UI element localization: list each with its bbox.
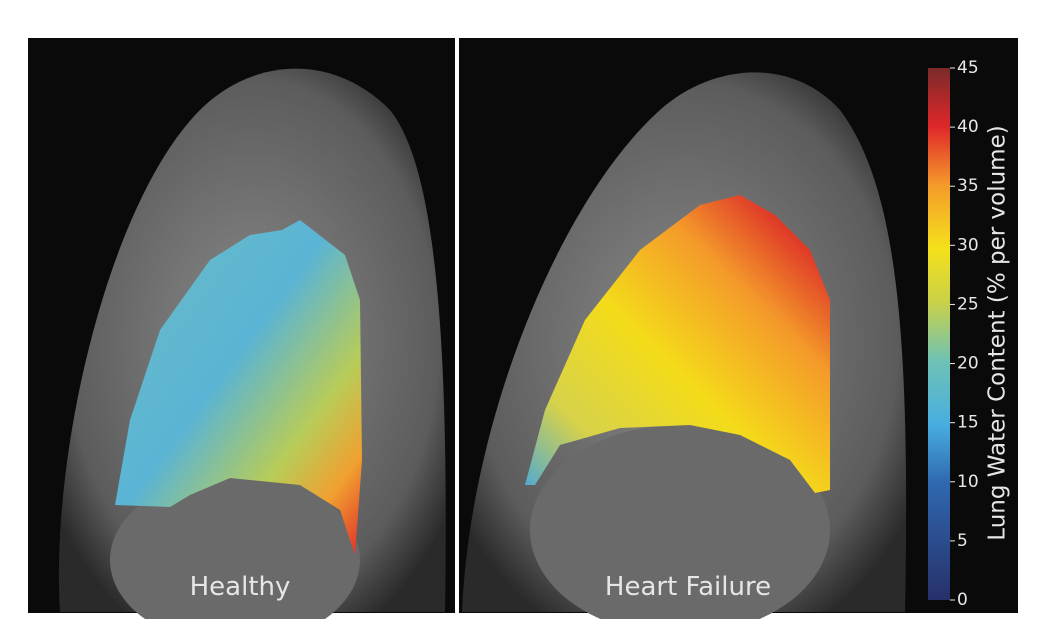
heart-healthy	[110, 475, 360, 619]
panel-label: Heart Failure	[605, 572, 771, 602]
tick-label: 5	[957, 531, 968, 551]
tick-label: 0	[957, 590, 968, 610]
tick-label: 35	[957, 176, 979, 196]
colorbar	[928, 68, 950, 600]
colorbar-label: Lung Water Content (% per volume)	[985, 125, 1011, 540]
tick-label: 40	[957, 117, 979, 137]
tick-label: 45	[957, 58, 979, 78]
panel-label: Healthy	[190, 572, 291, 602]
tick-label: 15	[957, 413, 979, 433]
lung-map-healthy	[115, 220, 362, 555]
colorbar-ticks: 0 5 10 15 20 25 30 35 40 45	[950, 58, 979, 610]
lung-map-heart-failure	[525, 195, 830, 493]
tick-label: 20	[957, 354, 979, 374]
tick-label: 25	[957, 294, 979, 314]
heart-heart-failure	[530, 425, 830, 619]
tick-label: 30	[957, 235, 979, 255]
tick-label: 10	[957, 472, 979, 492]
divider	[455, 38, 459, 613]
